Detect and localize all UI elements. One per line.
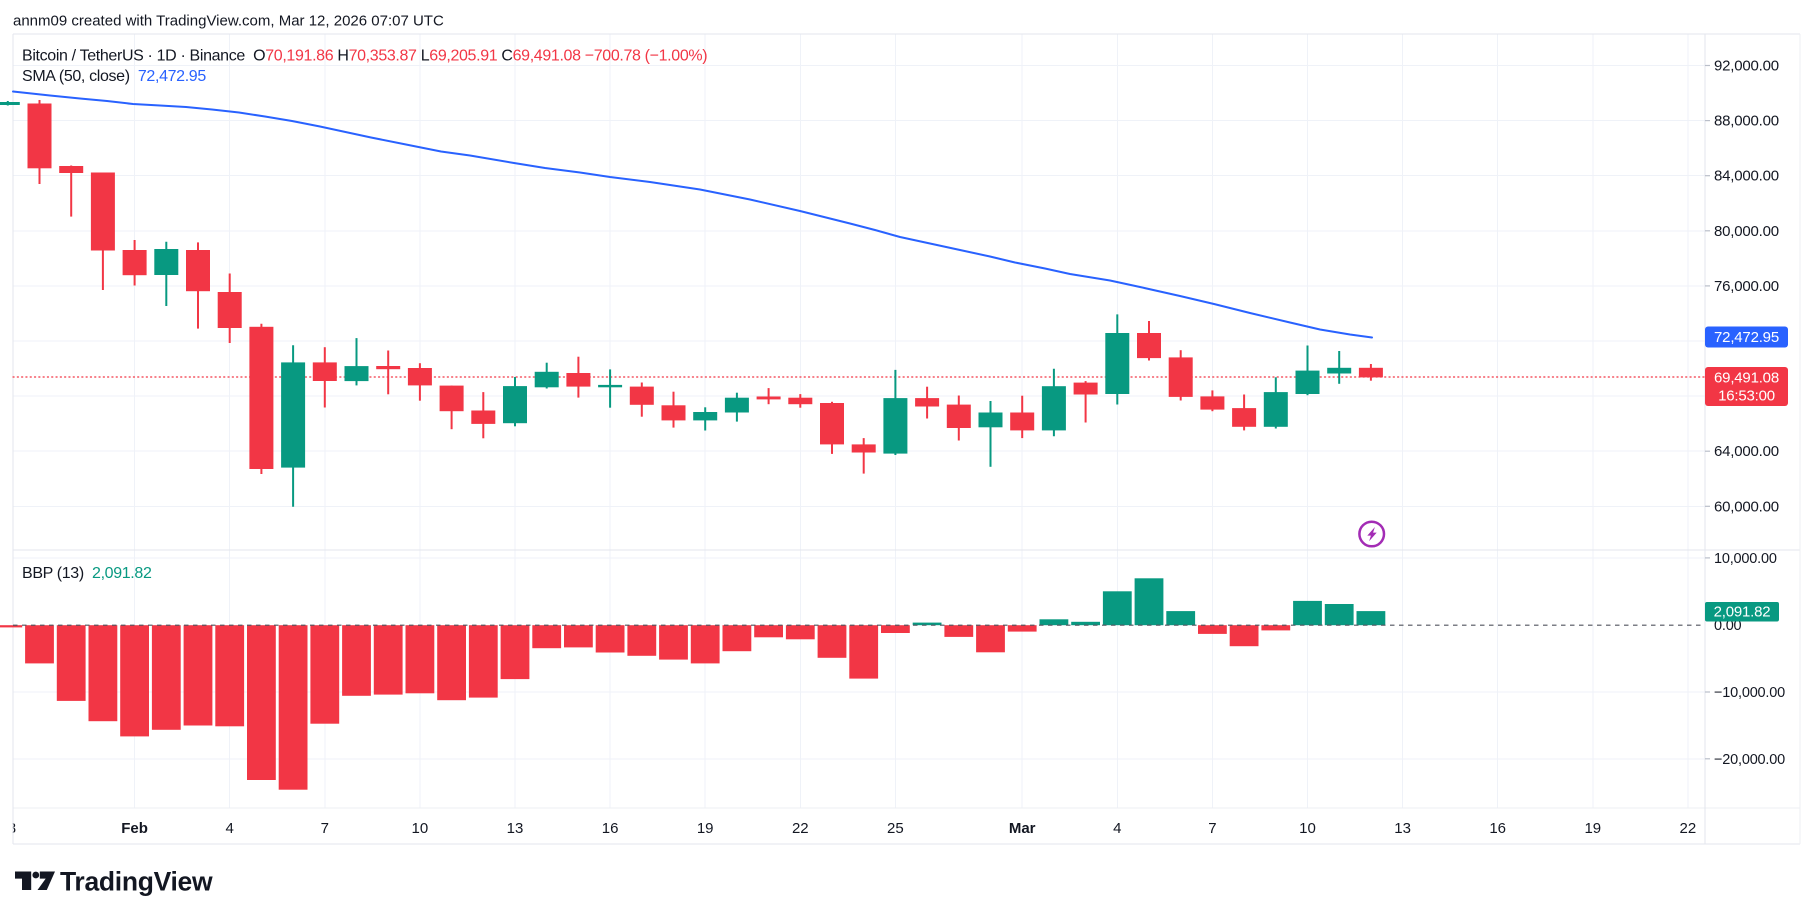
svg-text:16: 16 — [1489, 820, 1506, 837]
svg-text:60,000.00: 60,000.00 — [1714, 498, 1779, 515]
svg-text:19: 19 — [697, 820, 714, 837]
svg-text:72,472.95: 72,472.95 — [1714, 329, 1779, 346]
svg-text:84,000.00: 84,000.00 — [1714, 168, 1779, 185]
svg-text:80,000.00: 80,000.00 — [1714, 223, 1779, 240]
svg-text:2,091.82: 2,091.82 — [1714, 604, 1771, 621]
svg-text:13: 13 — [507, 820, 524, 837]
svg-text:annm09 created with TradingVie: annm09 created with TradingView.com, Mar… — [13, 13, 444, 30]
svg-text:10: 10 — [1299, 820, 1316, 837]
svg-text:16:53:00: 16:53:00 — [1718, 388, 1775, 405]
svg-text:Bitcoin / TetherUS · 1D · Bina: Bitcoin / TetherUS · 1D · Binance O70,19… — [22, 48, 707, 65]
svg-text:−20,000.00: −20,000.00 — [1714, 752, 1785, 768]
svg-text:TradingView: TradingView — [60, 867, 213, 897]
svg-text:4: 4 — [1113, 820, 1121, 837]
svg-text:69,491.08: 69,491.08 — [1714, 370, 1779, 387]
svg-text:76,000.00: 76,000.00 — [1714, 278, 1779, 295]
svg-text:7: 7 — [321, 820, 329, 837]
svg-text:7: 7 — [1208, 820, 1216, 837]
svg-text:10: 10 — [412, 820, 429, 837]
svg-text:64,000.00: 64,000.00 — [1714, 443, 1779, 460]
svg-text:22: 22 — [792, 820, 809, 837]
svg-text:13: 13 — [1394, 820, 1411, 837]
svg-text:−10,000.00: −10,000.00 — [1714, 685, 1785, 701]
svg-text:BBP (13) 2,091.82: BBP (13) 2,091.82 — [22, 565, 152, 582]
svg-text:88,000.00: 88,000.00 — [1714, 113, 1779, 130]
svg-text:0.00: 0.00 — [1714, 618, 1742, 634]
svg-text:SMA (50, close) 72,472.95: SMA (50, close) 72,472.95 — [22, 68, 206, 85]
svg-text:4: 4 — [226, 820, 234, 837]
svg-text:Feb: Feb — [121, 820, 148, 837]
svg-text:10,000.00: 10,000.00 — [1714, 551, 1777, 567]
svg-text:Mar: Mar — [1009, 820, 1036, 837]
svg-text:19: 19 — [1584, 820, 1601, 837]
svg-text:16: 16 — [602, 820, 619, 837]
svg-text:25: 25 — [887, 820, 904, 837]
svg-text:22: 22 — [1680, 820, 1697, 837]
svg-text:92,000.00: 92,000.00 — [1714, 58, 1779, 75]
